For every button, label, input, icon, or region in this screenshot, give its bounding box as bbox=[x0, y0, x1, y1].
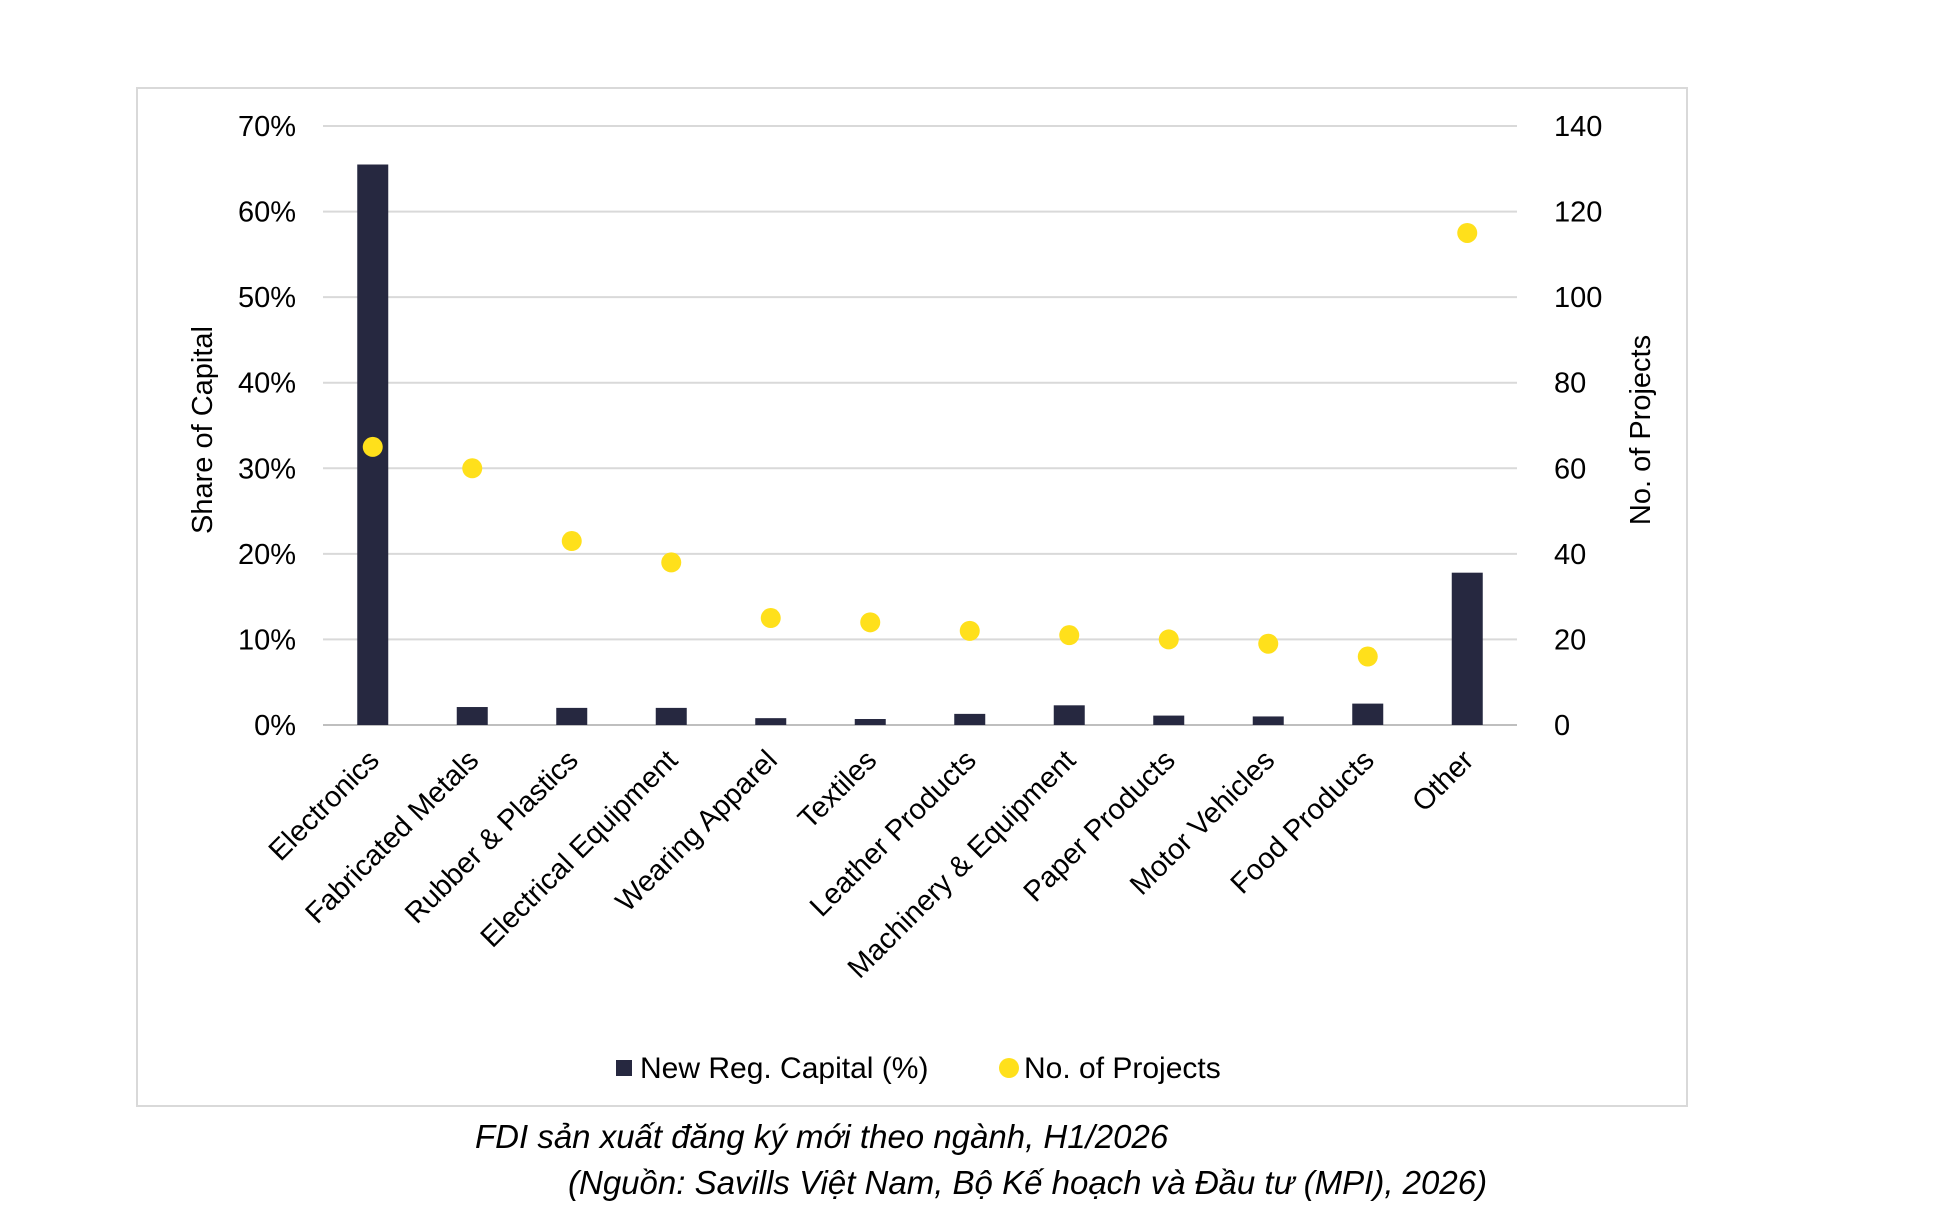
left-axis-ticks: 0% 10% 20% 30% 40% 50% 60% 70% bbox=[238, 111, 296, 742]
bar bbox=[954, 713, 986, 725]
scatter-point bbox=[661, 552, 682, 573]
y2-tick-label: 40 bbox=[1554, 539, 1586, 571]
scatter-point bbox=[1258, 633, 1279, 654]
x-tick-label: Leather Products bbox=[804, 744, 983, 923]
bar bbox=[1352, 703, 1384, 725]
figure-caption: FDI sản xuất đăng ký mới theo ngành, H1/… bbox=[475, 1118, 1169, 1155]
figure-source: (Nguồn: Savills Việt Nam, Bộ Kế hoạch và… bbox=[568, 1164, 1488, 1201]
scatter-point bbox=[561, 531, 582, 552]
y2-tick-label: 140 bbox=[1554, 111, 1602, 143]
y2-tick-label: 60 bbox=[1554, 453, 1586, 485]
scatter-point bbox=[462, 458, 483, 479]
y-tick-label: 60% bbox=[238, 197, 296, 229]
legend-dot-swatch bbox=[999, 1058, 1019, 1078]
scatter-point bbox=[1158, 629, 1179, 650]
x-tick-label: Rubber & Plastics bbox=[399, 744, 585, 930]
scatter-point bbox=[959, 620, 980, 641]
scatter-point bbox=[760, 608, 781, 629]
chart-frame bbox=[136, 87, 1688, 1107]
y-tick-label: 20% bbox=[238, 539, 296, 571]
scatter-point bbox=[1457, 222, 1478, 243]
y2-tick-label: 0 bbox=[1554, 710, 1570, 742]
legend: New Reg. Capital (%) No. of Projects bbox=[616, 1052, 1221, 1085]
y2-tick-label: 20 bbox=[1554, 624, 1586, 656]
project-dots bbox=[362, 222, 1478, 667]
y2-tick-label: 100 bbox=[1554, 282, 1602, 314]
scatter-point bbox=[362, 436, 383, 457]
bar bbox=[456, 707, 488, 725]
x-tick-label: Fabricated Metals bbox=[300, 744, 486, 930]
y-tick-label: 40% bbox=[238, 368, 296, 400]
y-tick-label: 50% bbox=[238, 282, 296, 314]
legend-dot-label: No. of Projects bbox=[1024, 1052, 1221, 1085]
bar bbox=[1053, 705, 1085, 725]
capital-bars bbox=[357, 164, 1483, 725]
bar bbox=[1252, 716, 1284, 725]
gridlines bbox=[323, 125, 1517, 726]
y-tick-label: 70% bbox=[238, 111, 296, 143]
bar bbox=[556, 707, 588, 725]
bar bbox=[1451, 572, 1483, 725]
bar bbox=[854, 719, 886, 725]
bar bbox=[655, 707, 687, 725]
y2-tick-label: 120 bbox=[1554, 197, 1602, 229]
bar bbox=[1153, 715, 1185, 725]
x-tick-label: Other bbox=[1406, 744, 1480, 818]
y-tick-label: 30% bbox=[238, 453, 296, 485]
y2-tick-label: 80 bbox=[1554, 368, 1586, 400]
x-tick-label: Textiles bbox=[792, 744, 883, 835]
x-tick-label: Electrical Equipment bbox=[475, 744, 685, 954]
right-axis-title: No. of Projects bbox=[1625, 335, 1657, 525]
y-tick-label: 0% bbox=[254, 710, 296, 742]
legend-bar-swatch bbox=[616, 1060, 632, 1076]
right-axis-ticks: 0 20 40 60 80 100 120 140 bbox=[1554, 111, 1602, 742]
scatter-point bbox=[1357, 646, 1378, 667]
legend-bar-label: New Reg. Capital (%) bbox=[640, 1052, 928, 1085]
left-axis-title: Share of Capital bbox=[187, 326, 219, 534]
y-tick-label: 10% bbox=[238, 624, 296, 656]
scatter-point bbox=[860, 612, 881, 633]
bar bbox=[755, 718, 787, 725]
scatter-point bbox=[1059, 625, 1080, 646]
